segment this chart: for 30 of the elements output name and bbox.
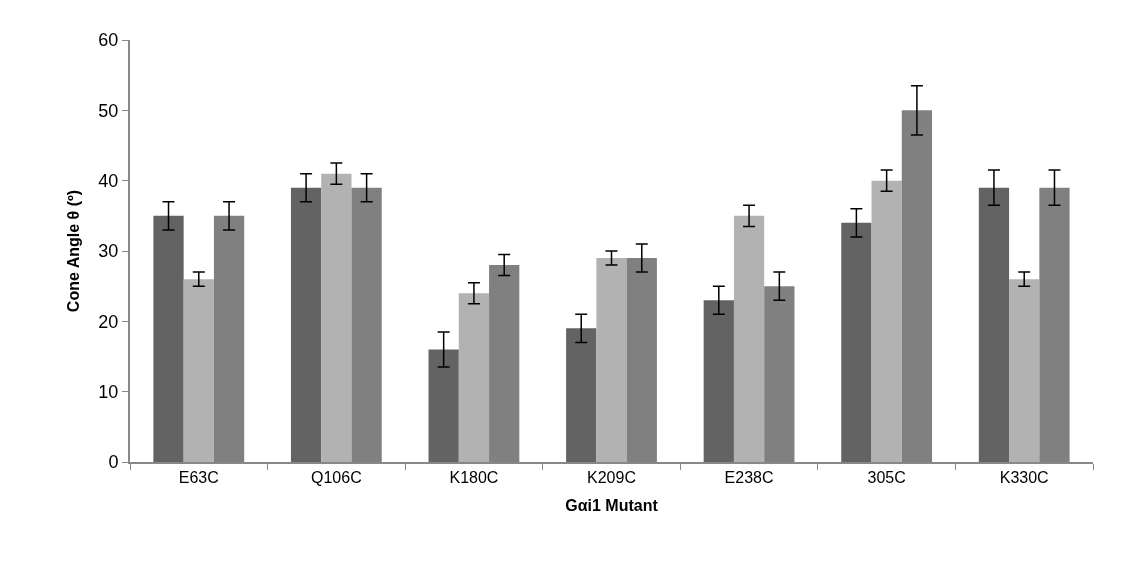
x-tick-label: Q106C bbox=[311, 469, 362, 487]
x-tick-label: E238C bbox=[724, 469, 774, 487]
bar bbox=[733, 215, 765, 462]
y-tick-label: 20 bbox=[98, 311, 119, 332]
x-tick-label: K180C bbox=[449, 469, 499, 487]
x-tick-label: K330C bbox=[999, 469, 1049, 487]
bar bbox=[458, 293, 490, 462]
bar bbox=[290, 187, 322, 462]
bar bbox=[871, 180, 902, 462]
y-tick-label: 50 bbox=[98, 100, 119, 121]
y-tick-label: 60 bbox=[98, 30, 119, 51]
bar bbox=[1009, 279, 1040, 462]
y-tick-label: 10 bbox=[98, 381, 119, 402]
y-axis-title: Cone Angle θ (º) bbox=[64, 189, 82, 313]
bar bbox=[978, 187, 1010, 462]
bar bbox=[321, 173, 352, 462]
y-tick-label: 30 bbox=[98, 241, 119, 262]
bar bbox=[153, 215, 184, 462]
bar bbox=[183, 279, 214, 462]
bar bbox=[841, 222, 872, 462]
x-tick-label: K209C bbox=[587, 469, 636, 487]
bar bbox=[566, 328, 597, 462]
x-tick-label: 305C bbox=[867, 469, 906, 487]
x-axis-title: Gαi1 Mutant bbox=[565, 497, 659, 515]
y-tick-label: 40 bbox=[98, 170, 119, 191]
bar bbox=[703, 300, 734, 462]
y-tick-label: 0 bbox=[108, 452, 119, 473]
x-tick-label: E63C bbox=[178, 469, 219, 487]
bar bbox=[596, 258, 627, 462]
bar bbox=[428, 349, 459, 462]
